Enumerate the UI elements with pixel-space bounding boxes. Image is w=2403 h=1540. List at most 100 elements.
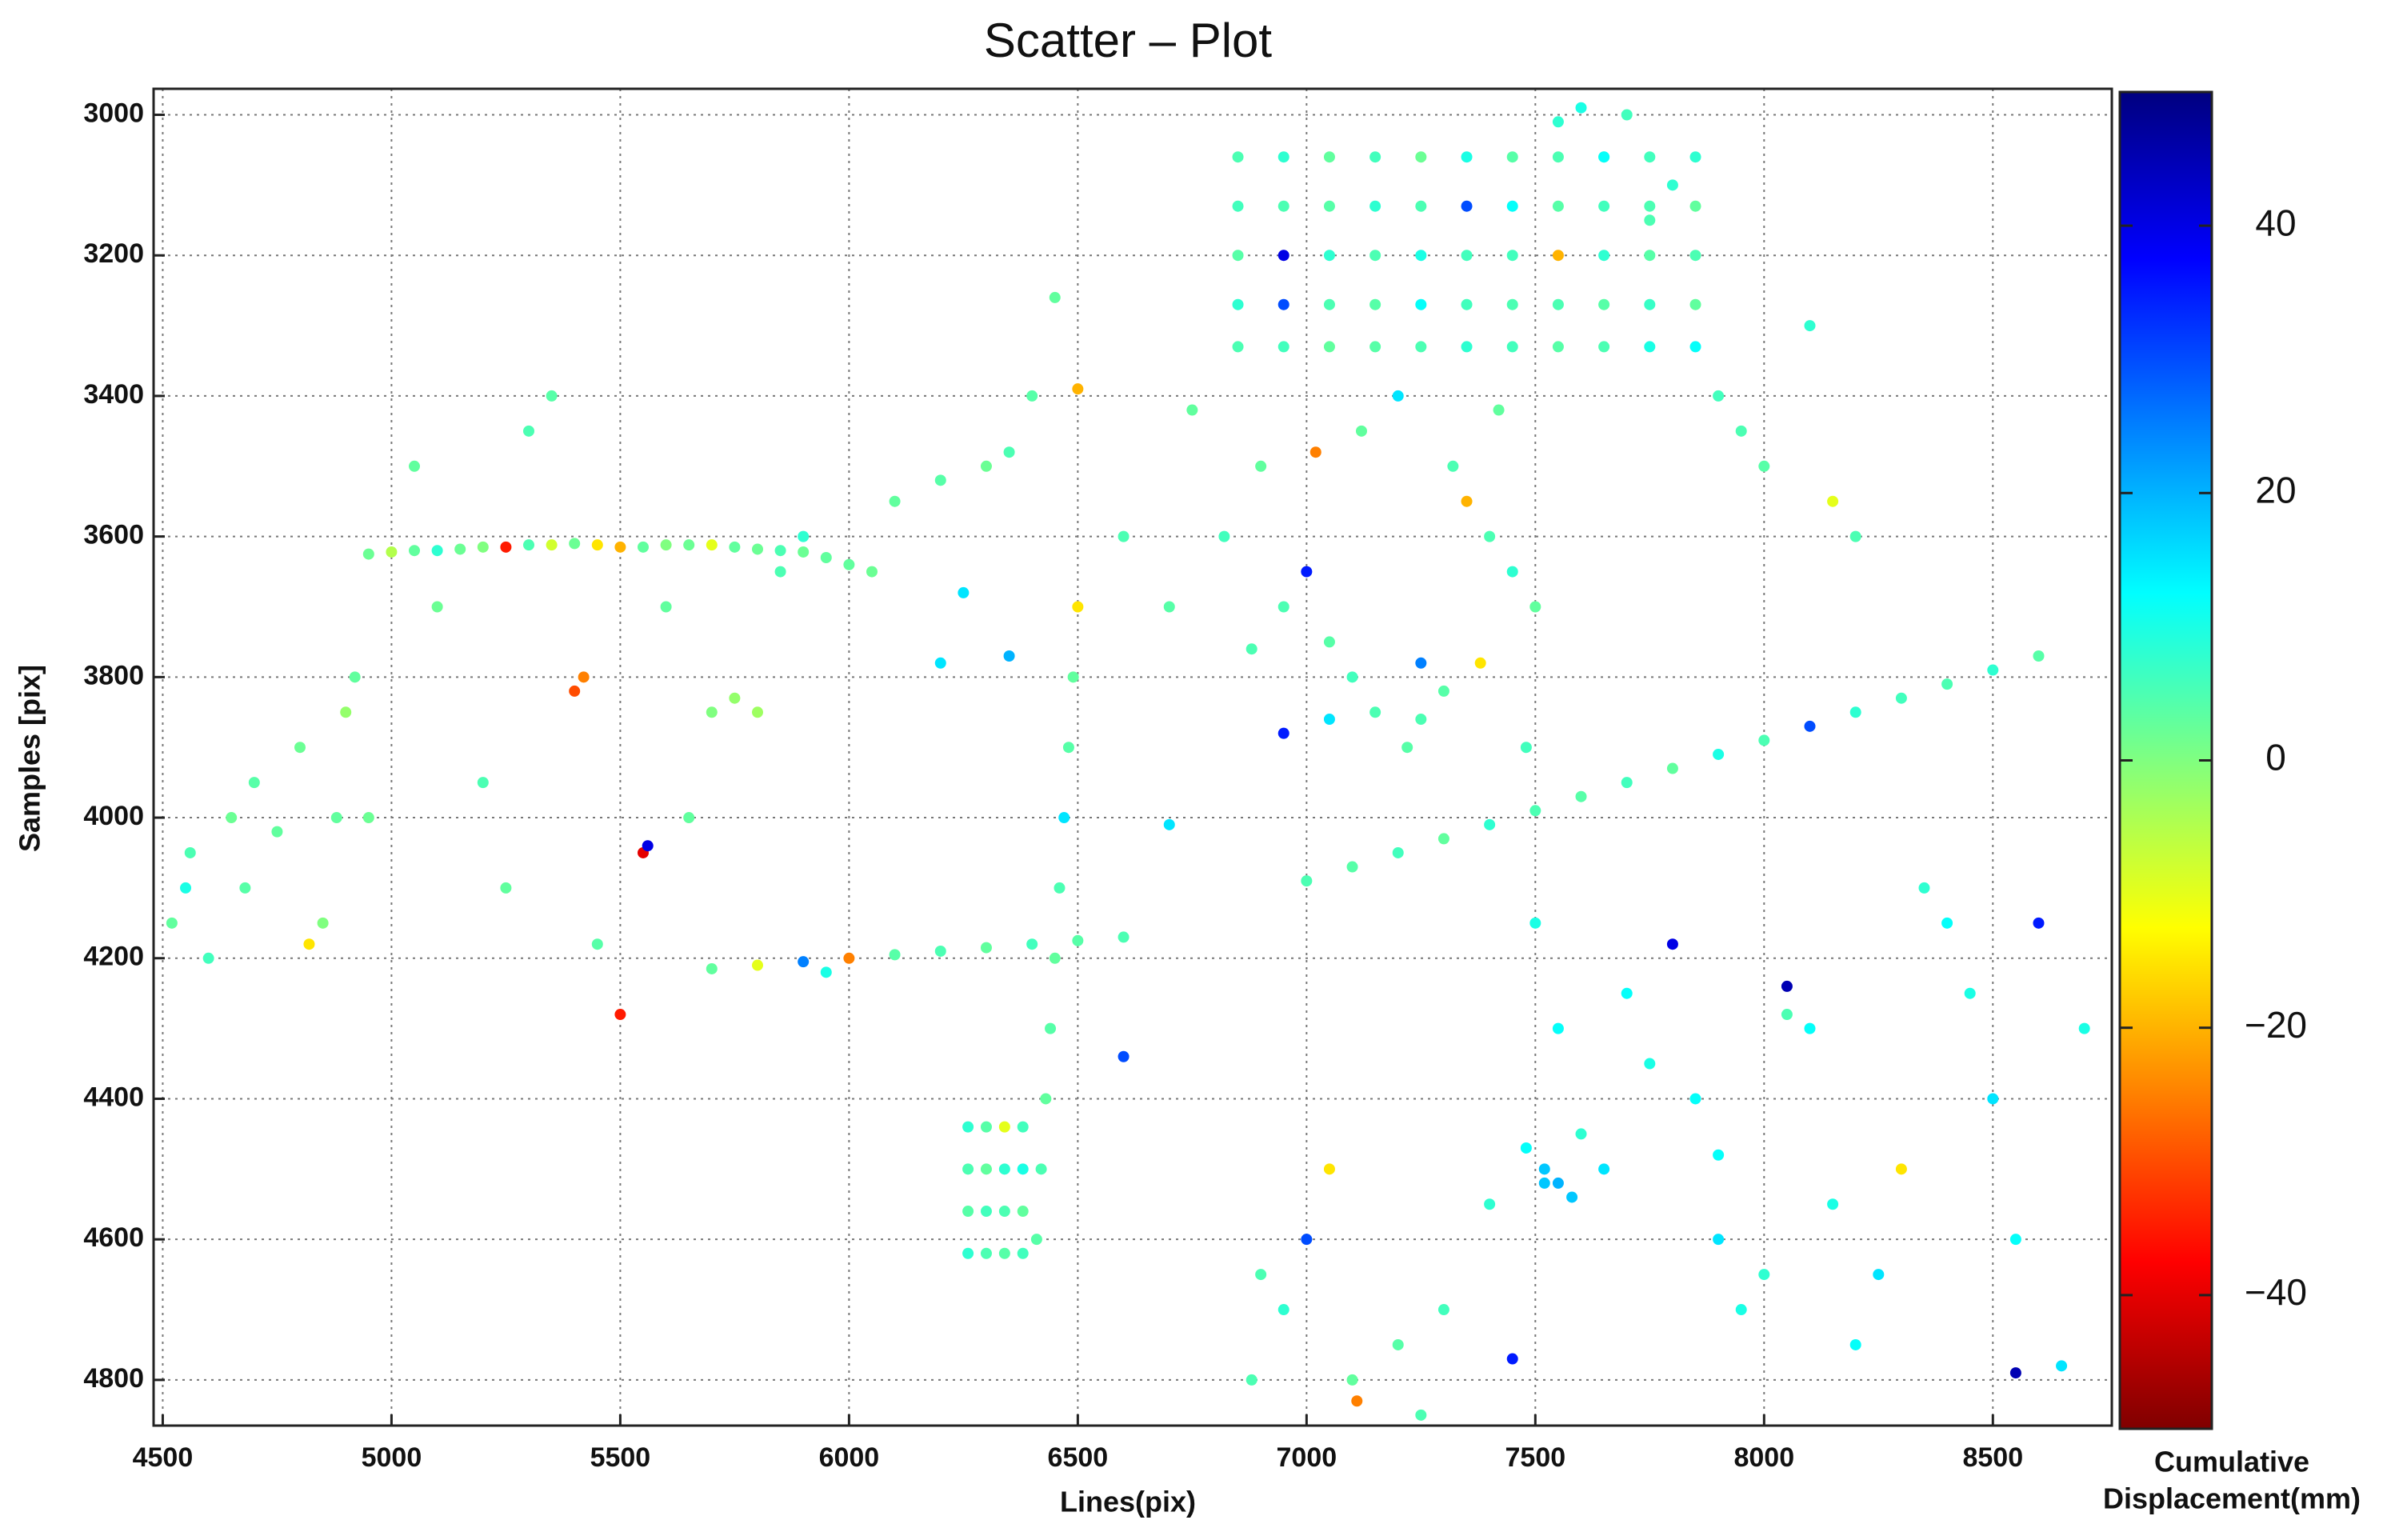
point bbox=[1804, 1022, 1816, 1034]
plot-frame bbox=[152, 87, 2113, 1427]
point bbox=[798, 546, 810, 558]
point bbox=[1232, 341, 1244, 353]
point bbox=[317, 917, 329, 929]
point bbox=[1415, 1409, 1427, 1421]
point bbox=[1575, 790, 1587, 802]
point bbox=[980, 1247, 992, 1259]
point bbox=[2009, 1234, 2021, 1246]
point bbox=[271, 826, 283, 838]
point bbox=[1621, 777, 1633, 789]
y-tick-label: 3400 bbox=[83, 379, 144, 410]
point bbox=[239, 882, 251, 894]
point bbox=[1484, 818, 1496, 830]
point bbox=[409, 545, 421, 557]
point bbox=[1415, 714, 1427, 726]
point bbox=[1003, 446, 1015, 458]
point bbox=[1644, 341, 1656, 353]
point bbox=[1301, 875, 1313, 887]
point bbox=[729, 692, 741, 704]
point bbox=[1255, 1269, 1267, 1281]
point bbox=[1538, 1177, 1550, 1189]
point bbox=[1713, 1149, 1725, 1161]
point bbox=[294, 742, 306, 754]
point bbox=[1351, 1395, 1363, 1407]
point bbox=[1030, 1234, 1042, 1246]
point bbox=[889, 949, 901, 961]
point bbox=[1437, 1304, 1449, 1316]
point bbox=[1781, 980, 1793, 992]
point bbox=[1484, 1198, 1496, 1210]
point bbox=[546, 390, 558, 402]
point bbox=[1245, 643, 1257, 655]
point bbox=[980, 460, 992, 472]
point bbox=[1758, 460, 1770, 472]
point bbox=[2078, 1022, 2090, 1034]
point bbox=[1461, 151, 1473, 163]
point bbox=[1017, 1121, 1029, 1133]
point bbox=[1598, 298, 1610, 310]
point bbox=[1369, 298, 1381, 310]
point bbox=[330, 812, 342, 824]
point bbox=[1040, 1093, 1052, 1105]
point bbox=[660, 539, 672, 551]
point bbox=[1666, 179, 1678, 191]
point bbox=[340, 706, 352, 718]
point bbox=[1689, 200, 1701, 212]
point bbox=[1035, 1163, 1047, 1175]
point bbox=[1277, 200, 1289, 212]
point bbox=[683, 539, 695, 551]
point bbox=[248, 777, 260, 789]
point bbox=[1118, 1050, 1130, 1062]
point bbox=[1644, 1058, 1656, 1070]
point bbox=[1529, 805, 1541, 817]
point bbox=[1277, 1304, 1289, 1316]
point bbox=[843, 558, 855, 570]
point bbox=[1163, 818, 1175, 830]
point bbox=[1118, 530, 1130, 542]
point bbox=[1045, 1022, 1057, 1034]
point bbox=[546, 539, 558, 551]
point bbox=[980, 942, 992, 954]
y-tick-label: 3200 bbox=[83, 238, 144, 269]
point bbox=[820, 551, 832, 563]
point bbox=[1644, 151, 1656, 163]
point bbox=[1873, 1269, 1885, 1281]
point bbox=[1689, 1093, 1701, 1105]
point bbox=[569, 685, 581, 697]
point bbox=[1277, 341, 1289, 353]
point bbox=[1598, 151, 1610, 163]
point bbox=[1493, 404, 1505, 416]
point bbox=[751, 959, 763, 971]
point bbox=[958, 586, 970, 598]
point bbox=[1598, 341, 1610, 353]
point bbox=[998, 1247, 1010, 1259]
point bbox=[1735, 1304, 1747, 1316]
point bbox=[1301, 1234, 1313, 1246]
point bbox=[1552, 341, 1564, 353]
point bbox=[998, 1206, 1010, 1218]
point bbox=[477, 541, 489, 553]
point bbox=[706, 706, 718, 718]
point bbox=[1255, 460, 1267, 472]
y-tick-label: 3000 bbox=[83, 98, 144, 128]
point bbox=[1461, 495, 1473, 507]
point bbox=[1895, 692, 1907, 704]
point bbox=[1323, 200, 1335, 212]
x-tick-label: 5000 bbox=[362, 1442, 422, 1473]
point bbox=[1827, 1198, 1839, 1210]
point bbox=[1392, 1338, 1404, 1350]
point bbox=[1474, 657, 1486, 669]
point bbox=[638, 541, 649, 553]
point bbox=[1506, 566, 1518, 578]
point bbox=[642, 840, 654, 852]
point bbox=[1323, 341, 1335, 353]
point bbox=[1186, 404, 1198, 416]
point bbox=[1461, 298, 1473, 310]
point bbox=[477, 777, 489, 789]
point bbox=[1163, 601, 1175, 613]
point bbox=[1575, 1128, 1587, 1140]
point bbox=[798, 530, 810, 542]
point bbox=[1323, 714, 1335, 726]
point bbox=[1245, 1374, 1257, 1386]
